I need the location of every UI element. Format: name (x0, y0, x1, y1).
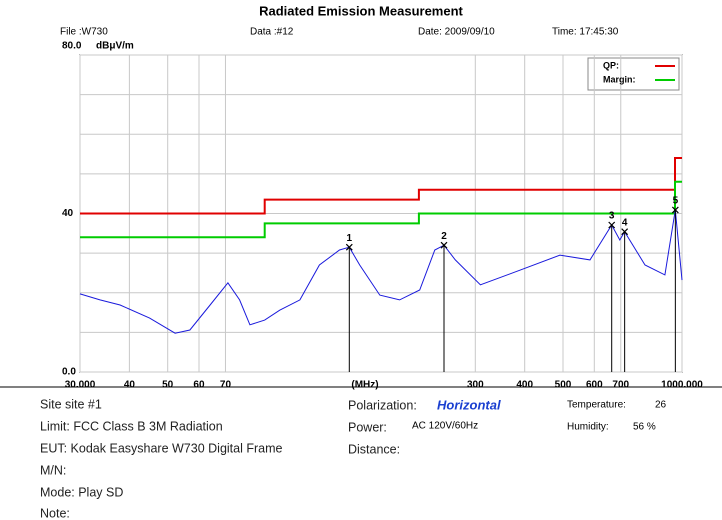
x-axis-label: (MHz) (351, 380, 378, 391)
x-tick-label: 60 (193, 380, 205, 391)
polarization-label: Polarization: (348, 398, 417, 412)
file: File :W730 (60, 27, 108, 38)
data-id: Data :#12 (250, 27, 294, 38)
marker-cross (671, 206, 679, 214)
x-tick-label: 40 (124, 380, 136, 391)
eut: EUT: Kodak Easyshare W730 Digital Frame (40, 441, 283, 455)
x-tick-label: 700 (612, 380, 629, 391)
marker-label: 1 (347, 233, 353, 244)
temperature: 26 (655, 400, 667, 411)
legend (587, 57, 680, 91)
x-tick-label: 70 (220, 380, 232, 391)
temperature-label: Temperature: (567, 400, 626, 411)
y-tick-label: 80.0 (62, 41, 82, 52)
distance: Distance: (348, 442, 400, 456)
note: Note: (40, 506, 70, 520)
marker-cross (440, 241, 448, 249)
marker-cross (621, 228, 629, 236)
marker-label: 4 (622, 217, 628, 228)
y-tick-label: 0.0 (62, 367, 76, 378)
humidity-label: Humidity: (567, 422, 609, 433)
legend-label: QP: (603, 60, 619, 70)
y-tick-label: 40 (62, 208, 74, 219)
x-tick-label: 600 (586, 380, 603, 391)
site: Site site #1 (40, 397, 102, 411)
series-line (80, 157, 682, 215)
y-axis-label: dBμV/m (96, 41, 134, 52)
date: Date: 2009/09/10 (418, 27, 495, 38)
marker-cross (608, 221, 616, 229)
power-label: Power: (348, 420, 387, 434)
x-tick-label: 30.000 (65, 380, 96, 391)
series-line (79, 209, 683, 334)
humidity: 56 % (633, 422, 656, 433)
x-tick-label: 400 (516, 380, 533, 391)
mode: Mode: Play SD (40, 485, 123, 499)
time: Time: 17:45:30 (552, 27, 619, 38)
limit: Limit: FCC Class B 3M Radiation (40, 419, 223, 433)
marker-label: 5 (673, 196, 679, 207)
power: AC 120V/60Hz (412, 421, 478, 432)
mn: M/N: (40, 463, 66, 477)
x-tick-label: 500 (555, 380, 572, 391)
polarization: Horizontal (437, 397, 501, 412)
marker-cross (345, 243, 353, 251)
marker-label: 3 (609, 211, 615, 222)
x-tick-label: 300 (467, 380, 484, 391)
legend-label: Margin: (603, 74, 636, 84)
x-tick-label: 1000.000 (661, 380, 703, 391)
series-line (80, 180, 682, 239)
x-tick-label: 50 (162, 380, 174, 391)
marker-label: 2 (441, 231, 447, 242)
chart-title: Radiated Emission Measurement (259, 3, 463, 18)
